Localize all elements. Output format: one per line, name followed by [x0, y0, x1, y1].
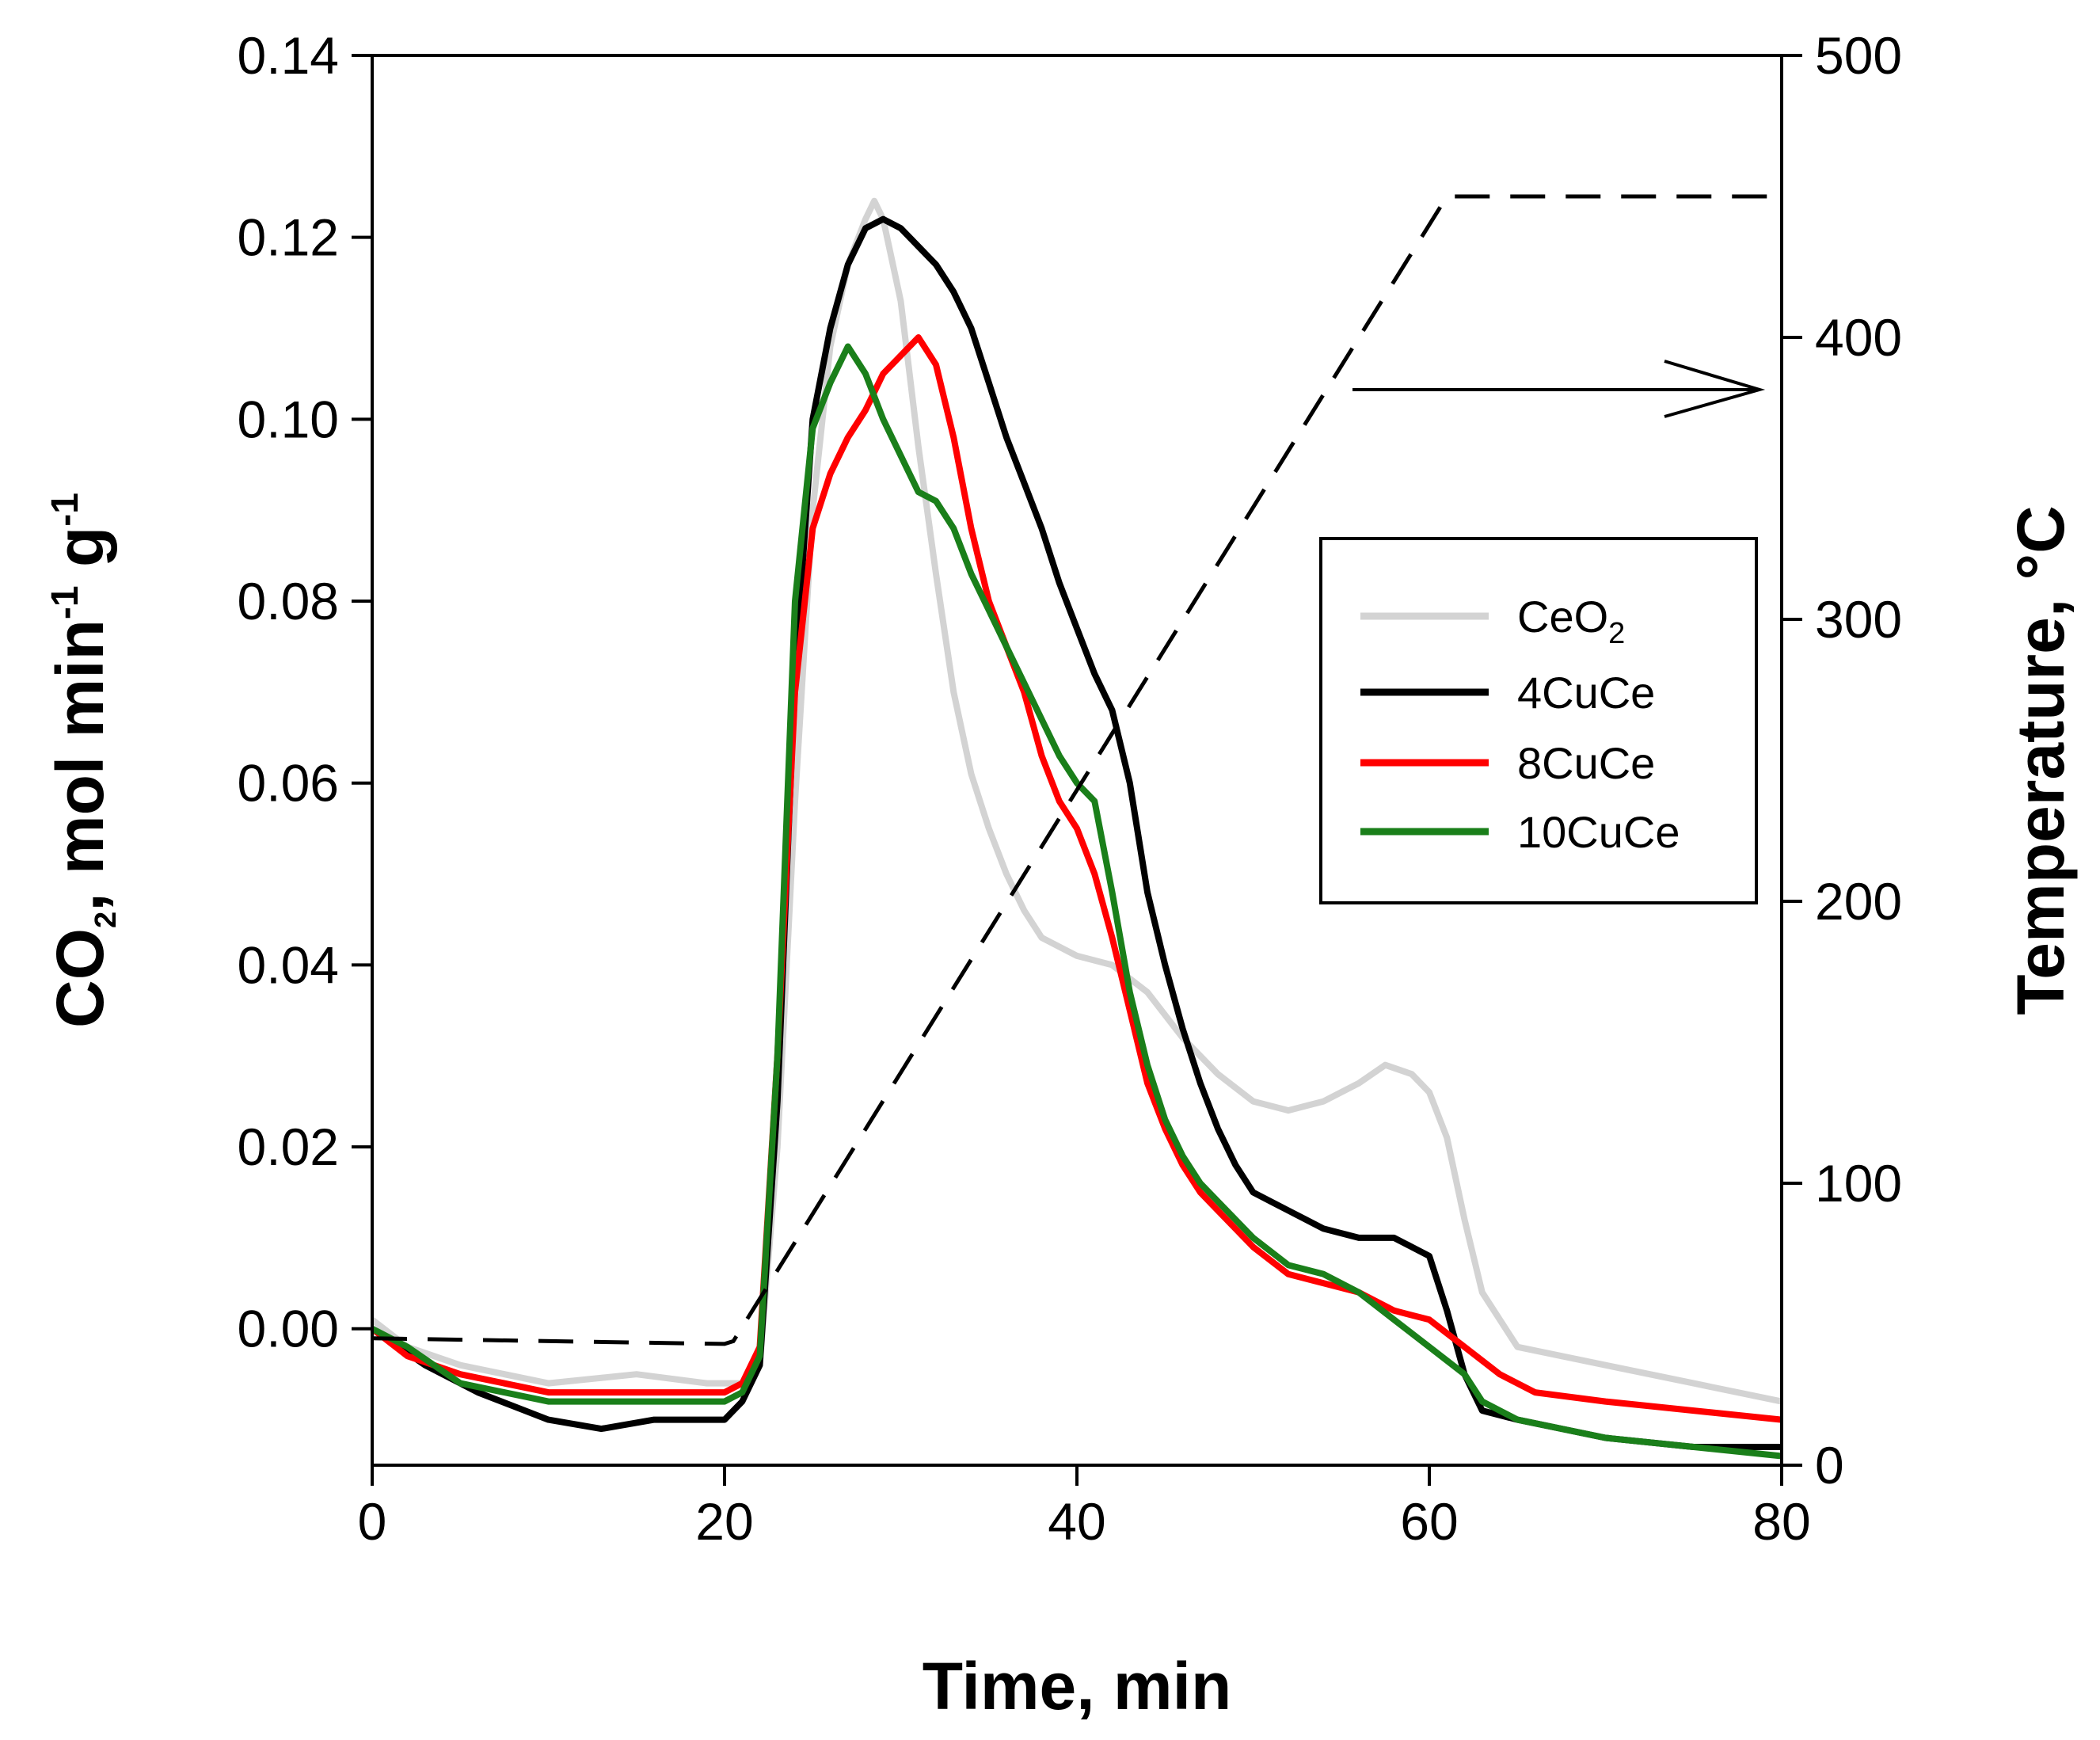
y-tick-label: 0.00 — [238, 1300, 339, 1358]
legend-label-ceo2: CeO2 — [1517, 592, 1625, 650]
legend-box — [1319, 537, 1758, 904]
legend-label-10cuce: 10CuCe — [1517, 807, 1680, 857]
y-tick-label: 0.06 — [238, 754, 339, 813]
y2-tick-label: 400 — [1815, 308, 1902, 367]
legend-label-8cuce: 8CuCe — [1517, 738, 1655, 788]
axes: 0 20 40 60 80 0.00 0.02 0.04 0.06 0.08 0.10 0.12 0.1… — [238, 26, 1903, 1551]
x-axis-title: Time, min — [923, 1649, 1232, 1723]
y-tick-label: 0.10 — [238, 390, 339, 448]
legend: CeO2 4CuCe 8CuCe 10CuCe — [1319, 537, 1758, 904]
y2-axis-title: Temperature, °C — [2003, 505, 2078, 1015]
x-tick-label: 80 — [1752, 1492, 1810, 1551]
y2-tick-label: 0 — [1815, 1436, 1844, 1494]
y2-tick-label: 200 — [1815, 872, 1902, 931]
y-tick-label: 0.02 — [238, 1117, 339, 1176]
x-tick-label: 40 — [1048, 1492, 1105, 1551]
y2-tick-label: 100 — [1815, 1154, 1902, 1213]
series-line-4cuce — [370, 215, 1782, 1450]
arrow-head — [1664, 360, 1766, 418]
arrow-annotation — [1352, 360, 1766, 418]
y2-tick-label: 500 — [1815, 26, 1902, 85]
x-tick-label: 60 — [1400, 1492, 1458, 1551]
legend-label-4cuce: 4CuCe — [1517, 668, 1655, 718]
y2-tick-label: 300 — [1815, 590, 1902, 649]
y-tick-label: 0.14 — [238, 26, 339, 85]
plot-lines — [370, 194, 1782, 1460]
y-axis-title: CO2, mol min-1 g-1 — [43, 493, 123, 1028]
y-tick-label: 0.12 — [238, 208, 339, 267]
y-tick-label: 0.08 — [238, 572, 339, 630]
x-tick-label: 20 — [695, 1492, 753, 1551]
series-line-10cuce — [371, 343, 1782, 1460]
y-tick-label: 0.04 — [238, 935, 339, 994]
temperature-line — [371, 194, 1782, 1346]
x-tick-label: 0 — [358, 1492, 387, 1551]
